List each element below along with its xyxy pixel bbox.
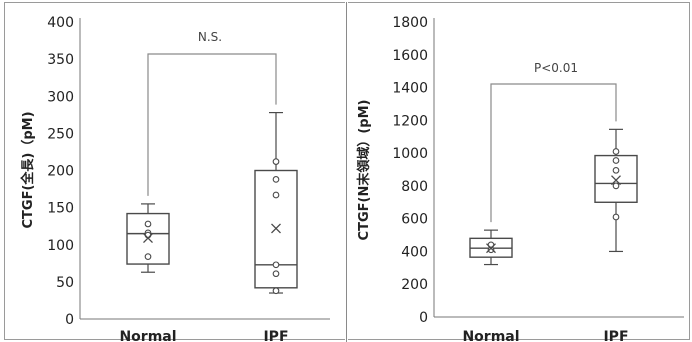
data-point [612, 157, 620, 164]
data-point [272, 261, 280, 269]
right-chart-frame [348, 2, 690, 340]
y-tick-label: 350 [47, 52, 74, 68]
data-point [144, 253, 152, 260]
data-point [144, 231, 152, 239]
y-tick-label: 150 [47, 201, 74, 217]
y-tick-label: 100 [47, 238, 74, 254]
data-point [612, 213, 620, 221]
y-tick-label: 0 [65, 312, 74, 328]
box-normal [126, 203, 170, 273]
y-tick-label: 1600 [392, 48, 428, 64]
y-tick-label: 0 [419, 310, 428, 326]
y-tick-label: 400 [47, 15, 74, 31]
y-axis-label: CTGF(全長)（pM) [20, 111, 36, 228]
y-tick-label: 400 [401, 244, 428, 260]
y-tick-label: 1000 [392, 146, 428, 162]
right-chart-panel: 0 200 400 600 800 1000 1200 1400 1600 1800 CTGF(N末… [346, 0, 692, 342]
data-point [487, 246, 495, 254]
box-ipf [254, 111, 298, 295]
y-tick-label: 1400 [392, 81, 428, 97]
left-box-plot: 0 50 100 150 200 250 300 350 400 CTGF(全長)（pM) Norm… [20, 15, 330, 342]
y-tick-label: 1800 [392, 15, 428, 31]
data-point [612, 166, 620, 174]
significance-bracket [147, 53, 277, 196]
right-box-plot: 0 200 400 600 800 1000 1200 1400 1600 1800 CTGF(N末… [356, 15, 684, 342]
data-point [144, 220, 152, 228]
y-tick-label: 800 [401, 179, 428, 195]
x-category-label: Normal [119, 329, 176, 342]
left-chart-panel: 0 50 100 150 200 250 300 350 400 CTGF(全長)（pM) Norm… [4, 2, 345, 342]
x-category-label: IPF [603, 329, 628, 342]
y-axis-label: CTGF(N末領域）(pM) [356, 100, 372, 241]
data-point [272, 158, 280, 165]
data-point [272, 176, 280, 183]
box-normal [469, 229, 513, 266]
data-point [612, 182, 620, 190]
data-point [612, 148, 620, 155]
significance-bracket [490, 83, 617, 223]
mean-marker [143, 233, 153, 244]
y-tick-label: 1200 [392, 113, 428, 129]
y-tick-label: 200 [401, 277, 428, 293]
y-tick-label: 300 [47, 89, 74, 105]
panel-divider [346, 2, 347, 342]
mean-marker [271, 223, 281, 234]
y-tick-label: 200 [47, 164, 74, 180]
significance-label: P<0.01 [534, 61, 578, 75]
left-chart-frame [4, 2, 345, 340]
y-tick-label: 250 [47, 126, 74, 142]
x-category-label: IPF [263, 329, 288, 342]
data-point [272, 191, 280, 199]
y-tick-label: 50 [56, 275, 74, 291]
mean-marker [486, 243, 496, 254]
x-category-label: Normal [462, 329, 519, 342]
mean-marker [611, 175, 621, 186]
box-ipf [594, 128, 638, 253]
data-point [272, 287, 280, 295]
y-tick-label: 600 [401, 212, 428, 228]
significance-label: N.S. [198, 30, 222, 44]
data-point [272, 270, 280, 278]
